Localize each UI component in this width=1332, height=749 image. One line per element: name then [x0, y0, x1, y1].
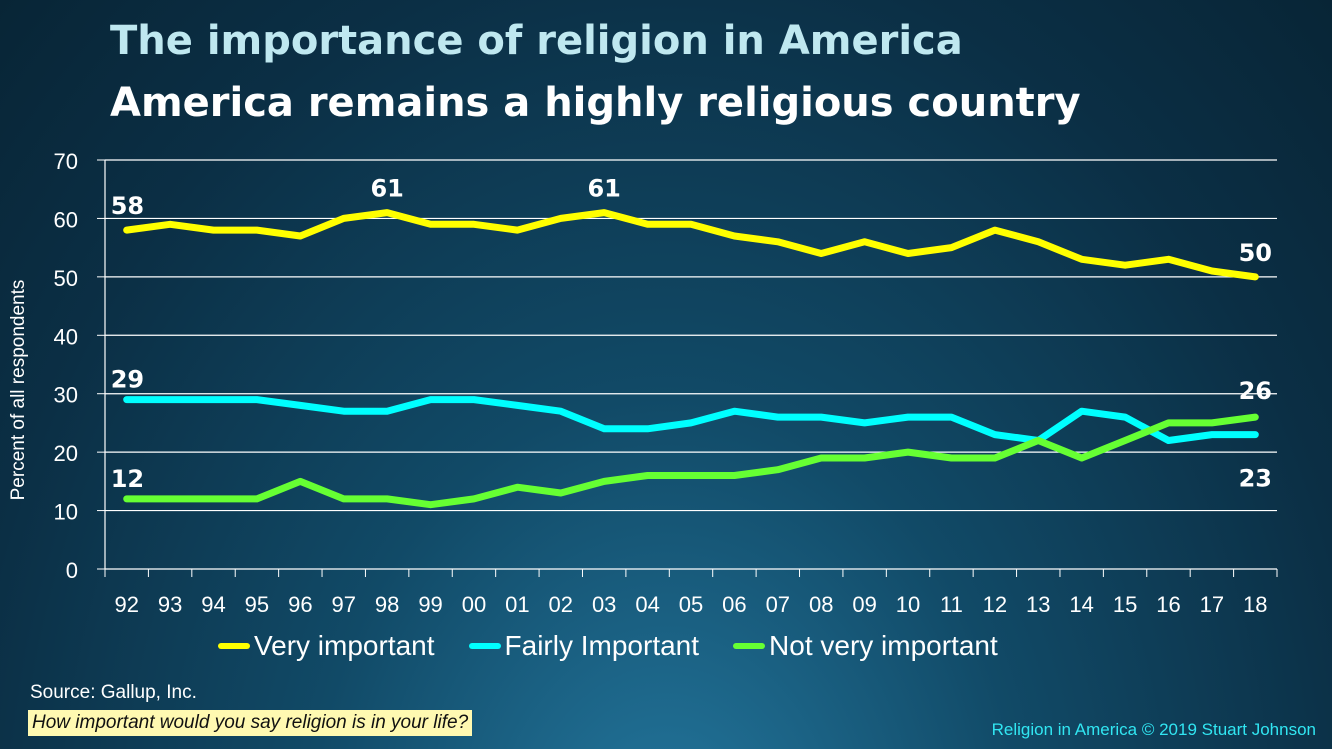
y-tick-label: 70 [54, 149, 78, 174]
series-line-not-very-important [123, 413, 1259, 509]
y-tick-label: 50 [54, 266, 78, 291]
source-note: Source: Gallup, Inc. [30, 682, 197, 703]
x-tick-label: 98 [375, 592, 399, 617]
y-tick-label: 0 [66, 558, 78, 583]
y-axis-label: Percent of all respondents [8, 280, 29, 501]
legend-swatch [468, 643, 501, 649]
y-tick-label: 60 [54, 207, 78, 232]
x-tick-label: 17 [1200, 592, 1224, 617]
axes [97, 159, 1278, 577]
credit-note: Religion in America © 2019 Stuart Johnso… [991, 720, 1316, 739]
x-tick-label: 15 [1113, 592, 1137, 617]
data-label: 61 [370, 175, 403, 203]
x-tick-label: 96 [288, 592, 312, 617]
y-tick-label: 20 [54, 441, 78, 466]
legend-label: Fairly Important [504, 630, 700, 661]
legend-swatch [733, 643, 766, 649]
series-lines [123, 209, 1259, 509]
series-line-very-important [123, 209, 1259, 281]
x-tick-label: 04 [635, 592, 659, 617]
x-tick-label: 94 [201, 592, 225, 617]
data-label: 26 [1239, 377, 1272, 405]
survey-question: How important would you say religion is … [28, 710, 473, 736]
y-tick-label: 40 [54, 324, 78, 349]
legend-item: Very important [218, 630, 435, 662]
y-tick-label: 30 [54, 383, 78, 408]
x-tick-label: 08 [809, 592, 833, 617]
legend-item: Fairly Important [468, 630, 700, 662]
x-tick-label: 12 [983, 592, 1007, 617]
x-tick-label: 18 [1243, 592, 1267, 617]
data-label: 12 [111, 465, 144, 493]
x-tick-label: 10 [896, 592, 920, 617]
y-tick-labels: 0 10 20 30 40 50 60 70 [54, 149, 78, 583]
legend-label: Very important [254, 630, 435, 661]
data-labels: 58 61 61 50 29 23 12 26 [111, 175, 1272, 493]
x-tick-label: 99 [418, 592, 442, 617]
legend-swatch [218, 643, 250, 649]
x-tick-label: 92 [114, 592, 138, 617]
x-tick-label: 13 [1026, 592, 1050, 617]
x-tick-label: 01 [505, 592, 529, 617]
x-tick-label: 95 [245, 592, 269, 617]
x-tick-labels: 92 93 94 95 96 97 98 99 00 01 02 03 04 05 06 07 08 09 10 11… [114, 592, 1267, 617]
legend-label: Not very important [769, 630, 998, 661]
chart-subtitle: America remains a highly religious count… [110, 80, 1081, 126]
x-tick-label: 97 [331, 592, 355, 617]
x-tick-label: 11 [940, 592, 963, 617]
legend-item: Not very important [733, 630, 998, 662]
series-line-fairly-important [123, 396, 1259, 444]
x-tick-label: 00 [462, 592, 486, 617]
y-tick-label: 10 [54, 500, 78, 525]
x-tick-label: 14 [1069, 592, 1093, 617]
x-tick-label: 06 [722, 592, 746, 617]
x-tick-label: 07 [766, 592, 790, 617]
data-label: 61 [587, 175, 620, 203]
chart-title: The importance of religion in America [110, 18, 963, 64]
x-tick-label: 09 [852, 592, 876, 617]
x-tick-label: 93 [158, 592, 182, 617]
x-tick-label: 02 [549, 592, 573, 617]
x-tick-label: 16 [1156, 592, 1180, 617]
x-tick-label: 05 [679, 592, 703, 617]
data-label: 58 [111, 192, 144, 220]
data-label: 23 [1239, 465, 1272, 493]
data-label: 50 [1239, 239, 1272, 267]
x-tick-label: 03 [592, 592, 616, 617]
data-label: 29 [111, 366, 144, 394]
legend: Very important Fairly Important Not very i… [218, 630, 1032, 662]
gridlines [105, 159, 1277, 512]
